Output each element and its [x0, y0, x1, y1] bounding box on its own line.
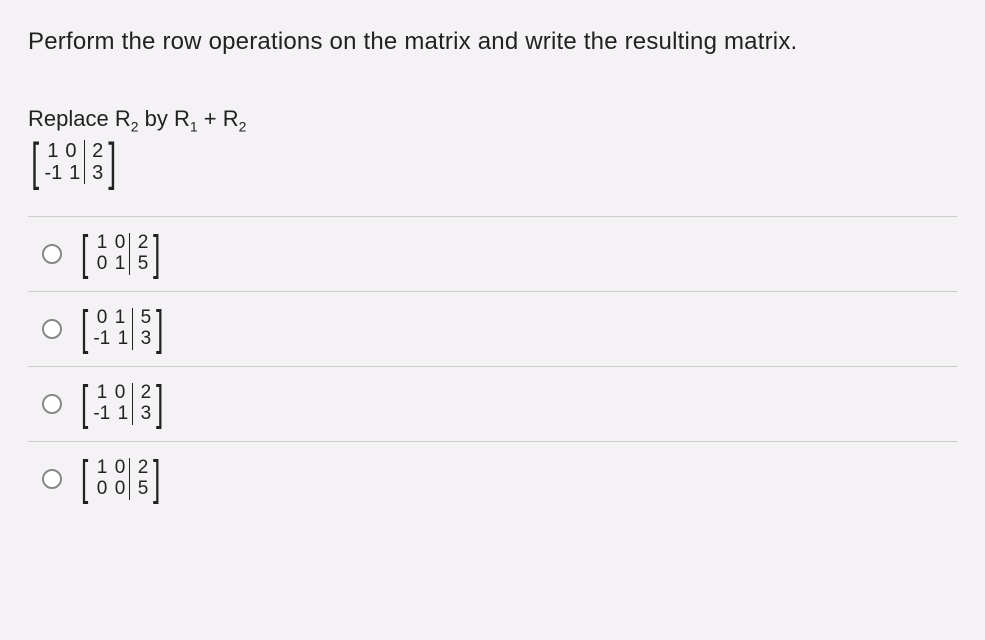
matrix-cell: 1 — [93, 233, 107, 254]
option-2[interactable]: [ 0 1 -1 1 5 3 ] — [28, 291, 957, 366]
matrix-cell: 0 — [93, 308, 107, 329]
matrix-cell: 1 — [114, 404, 128, 425]
augment-bar-icon — [132, 383, 133, 425]
right-bracket-icon: ] — [153, 237, 160, 271]
matrix-cell: 2 — [134, 458, 148, 479]
right-bracket-icon: ] — [156, 312, 163, 346]
left-bracket-icon: [ — [81, 312, 88, 346]
matrix-cell: 1 — [93, 458, 107, 479]
matrix-cell: 5 — [137, 308, 151, 329]
matrix-cell: 0 — [111, 458, 125, 479]
right-bracket-icon: ] — [156, 387, 163, 421]
left-bracket-icon: [ — [81, 387, 88, 421]
matrix-cell: 0 — [62, 140, 76, 162]
radio-icon[interactable] — [42, 469, 62, 489]
matrix-cell: 1 — [114, 329, 128, 350]
radio-icon[interactable] — [42, 319, 62, 339]
instruction-part: by R — [139, 106, 190, 131]
matrix-cell: 5 — [134, 254, 148, 275]
option-1[interactable]: [ 1 0 0 1 2 5 ] — [28, 216, 957, 291]
row-operation-instruction: Replace R2 by R1 + R2 — [28, 106, 957, 134]
matrix-cell: 2 — [137, 383, 151, 404]
matrix-cell: 3 — [89, 162, 103, 184]
matrix-cell: 1 — [93, 383, 107, 404]
matrix-cell: 1 — [44, 140, 58, 162]
option-matrix: [ 1 0 0 1 2 5 ] — [78, 233, 164, 275]
matrix-cell: -1 — [93, 329, 110, 350]
left-bracket-icon: [ — [81, 462, 88, 496]
option-matrix: [ 1 0 0 0 2 5 ] — [78, 458, 164, 500]
option-4[interactable]: [ 1 0 0 0 2 5 ] — [28, 441, 957, 516]
matrix-cell: 1 — [66, 162, 80, 184]
matrix-cell: 3 — [137, 404, 151, 425]
matrix-cell: 0 — [93, 479, 107, 500]
left-bracket-icon: [ — [81, 237, 88, 271]
matrix-cell: 2 — [89, 140, 103, 162]
question-text: Perform the row operations on the matrix… — [28, 28, 957, 56]
left-bracket-icon: [ — [31, 144, 39, 180]
answer-options: [ 1 0 0 1 2 5 ] [ — [28, 216, 957, 515]
option-matrix: [ 1 0 -1 1 2 3 ] — [78, 383, 167, 425]
matrix-cell: 0 — [111, 479, 125, 500]
prompt-matrix: [ 1 0 -1 1 2 3 ] — [28, 140, 957, 184]
matrix-cell: 5 — [134, 479, 148, 500]
matrix-cell: 2 — [134, 233, 148, 254]
augment-bar-icon — [129, 233, 130, 275]
subscript: 2 — [131, 118, 139, 134]
instruction-part: Replace R — [28, 106, 131, 131]
matrix-cell: 1 — [111, 254, 125, 275]
radio-icon[interactable] — [42, 394, 62, 414]
matrix-cell: 0 — [111, 233, 125, 254]
augment-bar-icon — [129, 458, 130, 500]
matrix-cell: -1 — [44, 162, 62, 184]
matrix-cell: -1 — [93, 404, 110, 425]
augment-bar-icon — [132, 308, 133, 350]
radio-icon[interactable] — [42, 244, 62, 264]
option-3[interactable]: [ 1 0 -1 1 2 3 ] — [28, 366, 957, 441]
right-bracket-icon: ] — [109, 144, 117, 180]
matrix-cell: 0 — [111, 383, 125, 404]
instruction-part: + R — [198, 106, 239, 131]
right-bracket-icon: ] — [153, 462, 160, 496]
matrix-cell: 1 — [111, 308, 125, 329]
matrix-cell: 0 — [93, 254, 107, 275]
matrix-cell: 3 — [137, 329, 151, 350]
augment-bar-icon — [84, 140, 85, 184]
subscript: 2 — [239, 118, 247, 134]
option-matrix: [ 0 1 -1 1 5 3 ] — [78, 308, 167, 350]
subscript: 1 — [190, 118, 198, 134]
